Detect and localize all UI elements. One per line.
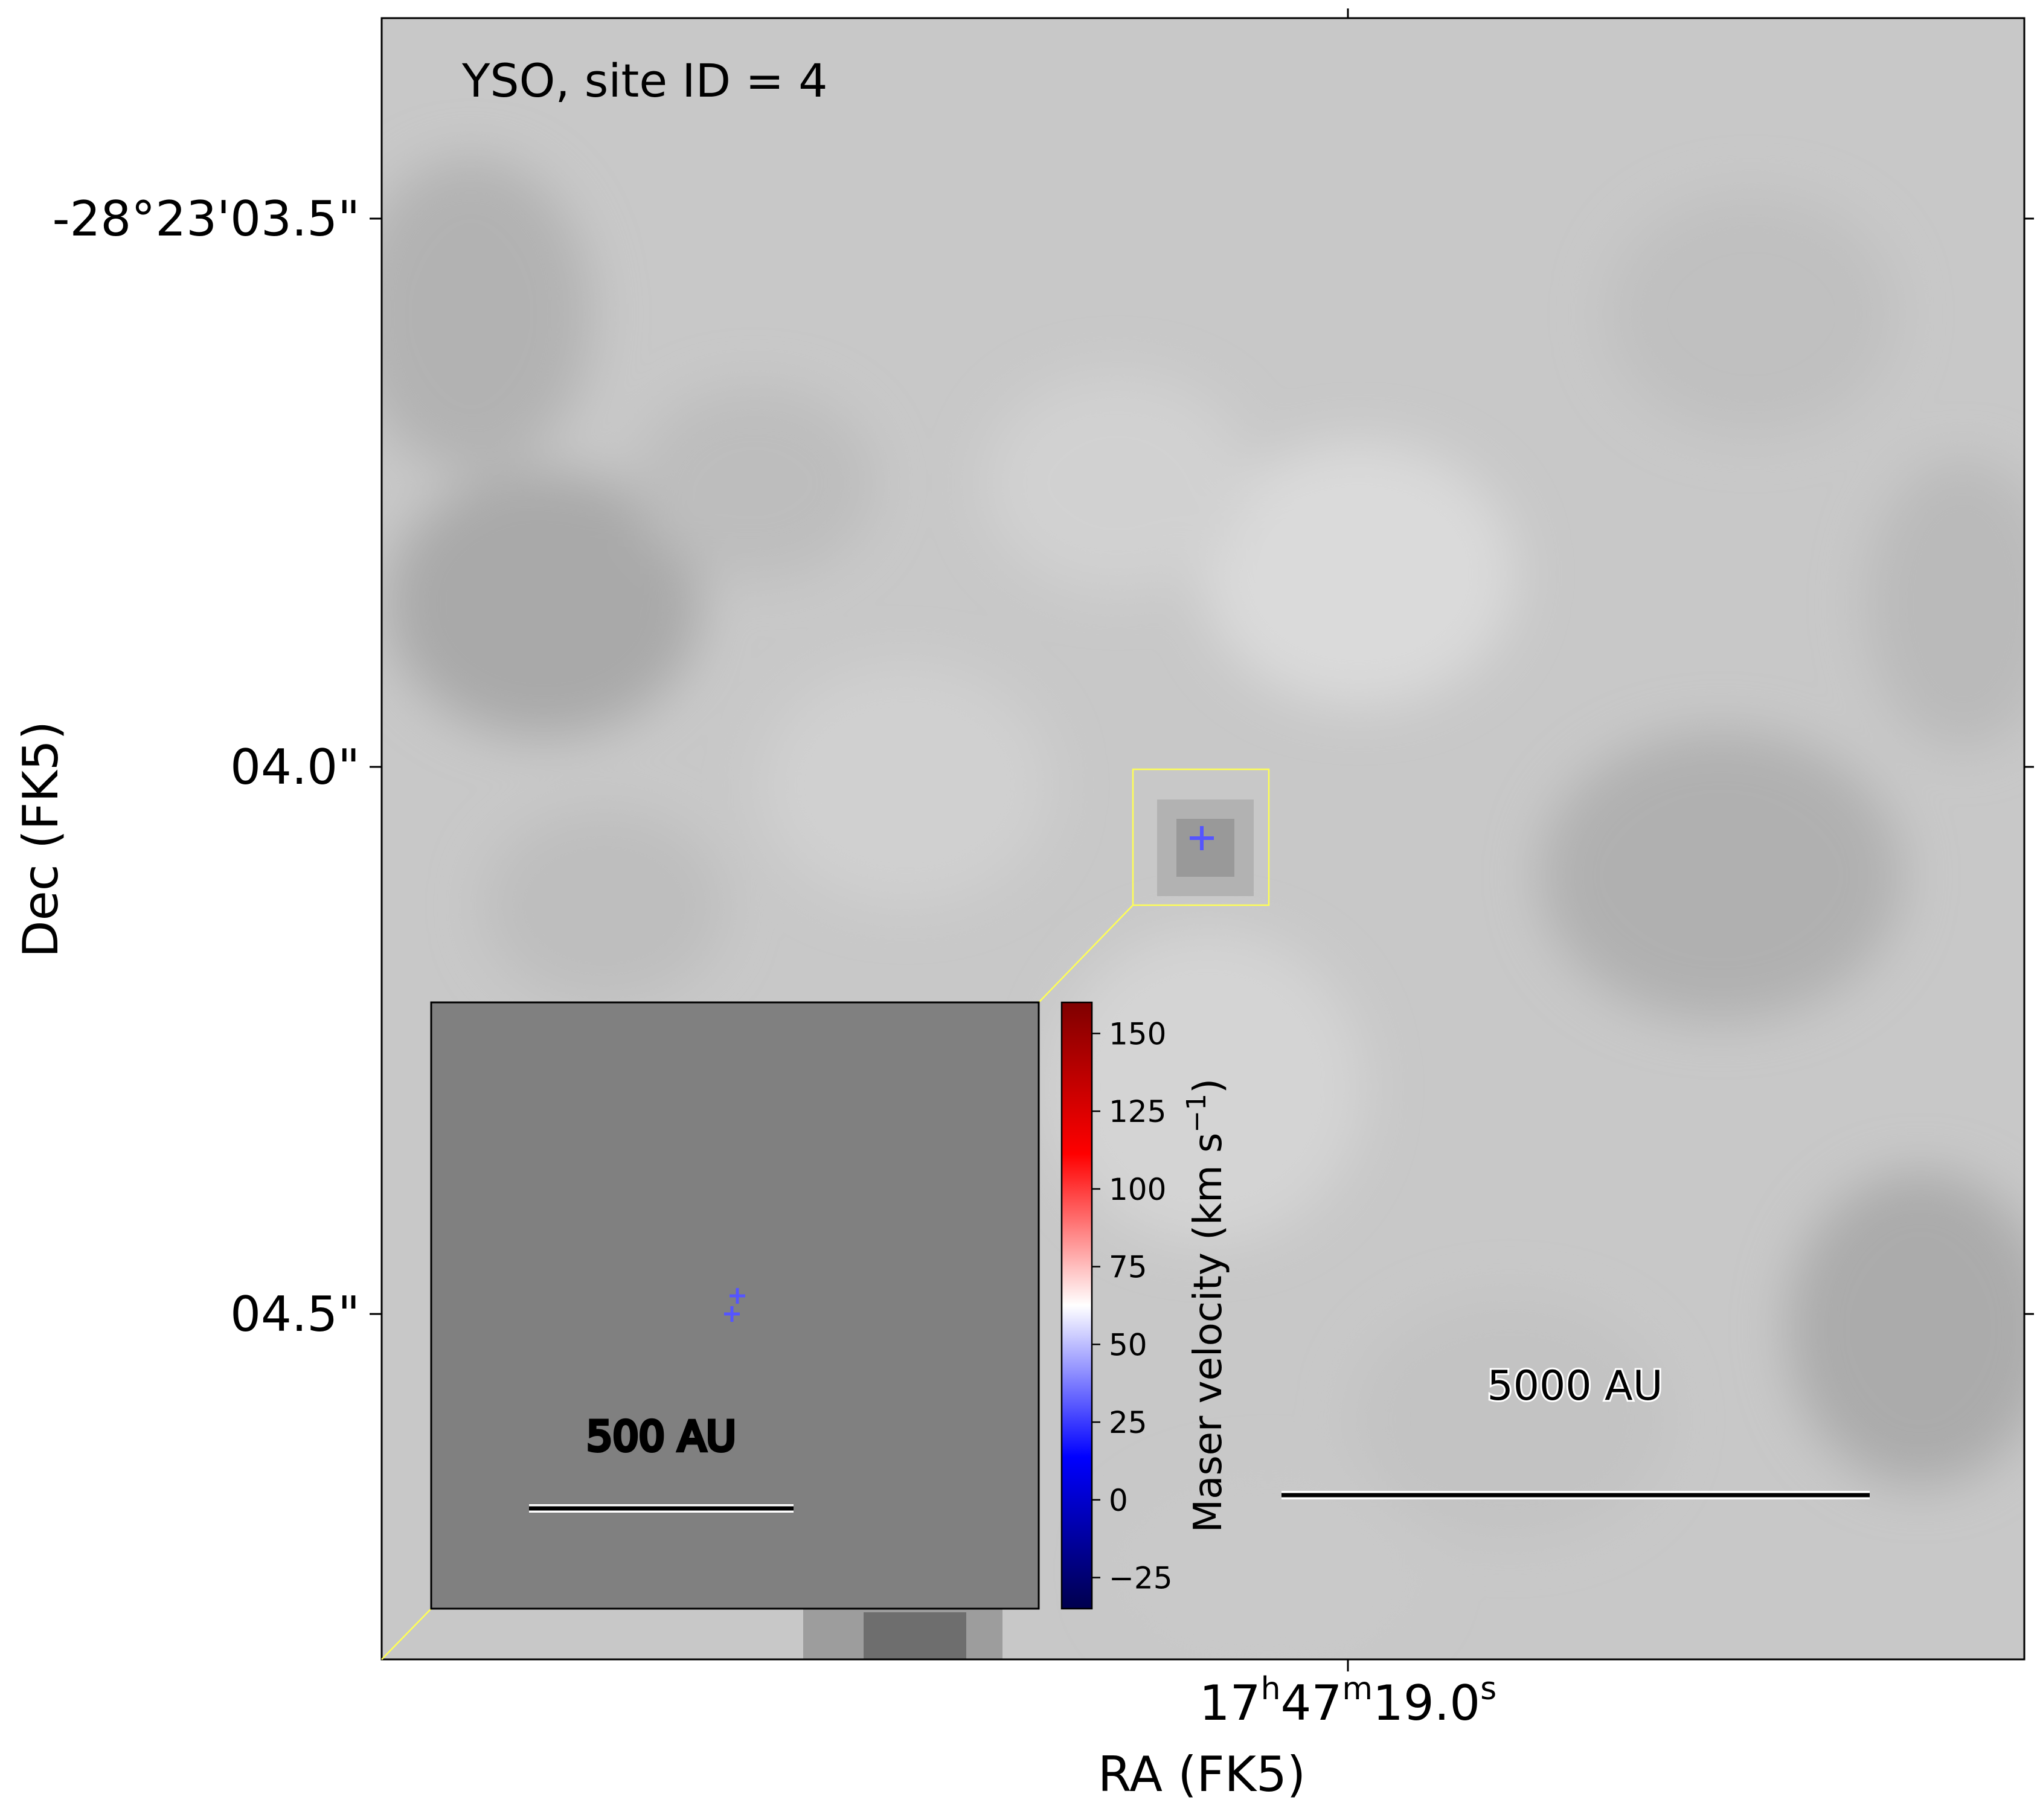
- main-image: [382, 18, 2024, 1659]
- main-frame: [380, 17, 2026, 1661]
- main-maser-markers: [1190, 826, 1214, 850]
- colorbar-tick-label: −25: [1109, 1561, 1173, 1596]
- inset-panel: [430, 1001, 1040, 1610]
- zoom-connector-line: [381, 1608, 432, 1660]
- colorbar-label: Maser velocity (km s−1): [1181, 1078, 1231, 1533]
- axis-ticks: [370, 8, 2034, 1671]
- maser-spot-marker: [1190, 826, 1214, 850]
- inset-scale-label: 500 AU: [586, 1413, 736, 1461]
- colorbar-tick-label: 50: [1109, 1327, 1147, 1362]
- colorbar-tick-label: 75: [1109, 1250, 1147, 1285]
- colorbar-tick-label: 125: [1109, 1094, 1166, 1129]
- y-tick-label: 04.5": [230, 1286, 360, 1342]
- x-axis-label: RA (FK5): [1098, 1746, 1306, 1802]
- chart-title: YSO, site ID = 4: [461, 54, 828, 107]
- colorbar: [1060, 1001, 1093, 1610]
- colorbar-tick-label: 0: [1109, 1483, 1128, 1518]
- colorbar-tick-label: 150: [1109, 1016, 1166, 1051]
- x-tick-label: 17h47m19.0s: [1199, 1671, 1496, 1731]
- y-axis-label: Dec (FK5): [13, 721, 69, 958]
- inset-maser-markers: [724, 1288, 745, 1322]
- colorbar-tick-label: 100: [1109, 1172, 1166, 1207]
- main-scale-label: 5000 AU: [1487, 1362, 1663, 1410]
- colorbar-ticks: 150 125 100 75 50 25 0 −25: [1092, 1016, 1173, 1596]
- y-tick-label: -28°23'03.5": [53, 191, 360, 247]
- colorbar-tick-label: 25: [1109, 1405, 1147, 1440]
- y-tick-label: 04.0": [230, 739, 360, 795]
- maser-spot-marker: [724, 1306, 740, 1322]
- zoom-box: [1132, 768, 1270, 906]
- zoom-connector-line: [1038, 905, 1134, 1003]
- maser-spot-marker: [730, 1288, 745, 1304]
